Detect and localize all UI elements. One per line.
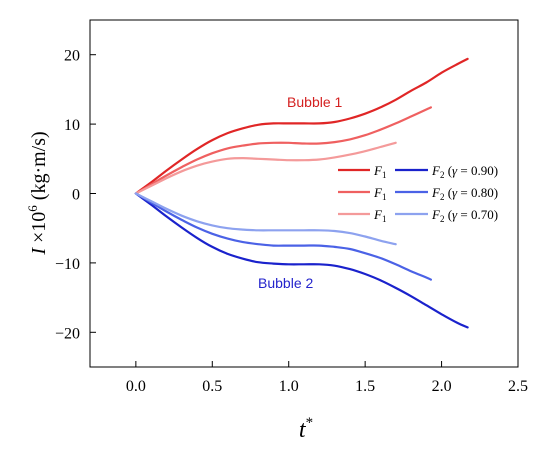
legend-label-f1: F1 [373,163,386,180]
x-axis-label: t* [299,415,313,443]
annotation-bubble-2: Bubble 2 [258,275,313,291]
y-tick-label: 20 [64,48,80,65]
annotation-layer: Bubble 1 Bubble 2 [258,94,343,291]
x-tick-labels: 0.0 0.5 1.0 1.5 2.0 2.5 [126,378,528,395]
plot-frame [89,19,519,368]
x-tick-label: 2.5 [508,378,528,395]
x-tick-label: 2.0 [432,378,452,395]
x-tick-label: 1.5 [355,378,375,395]
x-tick-label: 0.5 [202,378,222,395]
series-line-0 [134,57,469,195]
series-line-3 [134,192,469,329]
x-tick-label: 1.0 [279,378,299,395]
y-tick-labels: −20 −10 0 10 20 [55,48,80,343]
y-tick-label: −20 [55,325,80,342]
legend: F1 F2 (γ = 0.90) F1 F2 (γ = 0.80) F1 F2 (γ = … [338,163,498,224]
series-line-1 [134,106,432,195]
series-line-2 [134,141,397,195]
legend-label-f1: F1 [373,207,386,224]
series-line-4 [134,192,432,281]
y-tick-label: 0 [72,187,80,204]
y-tick-label: −10 [55,256,80,273]
x-tick-label: 0.0 [126,378,146,395]
legend-label-f2: F2 (γ = 0.90) [431,163,498,180]
legend-label-f2: F2 (γ = 0.80) [431,185,498,202]
y-tick-label: 10 [64,117,80,134]
annotation-bubble-1: Bubble 1 [287,94,342,110]
legend-label-f2: F2 (γ = 0.70) [431,207,498,224]
y-axis-label: I ×106 (kg·m/s) [25,131,50,255]
legend-label-f1: F1 [373,185,386,202]
series-layer [134,57,469,329]
series-line-5 [134,192,397,246]
